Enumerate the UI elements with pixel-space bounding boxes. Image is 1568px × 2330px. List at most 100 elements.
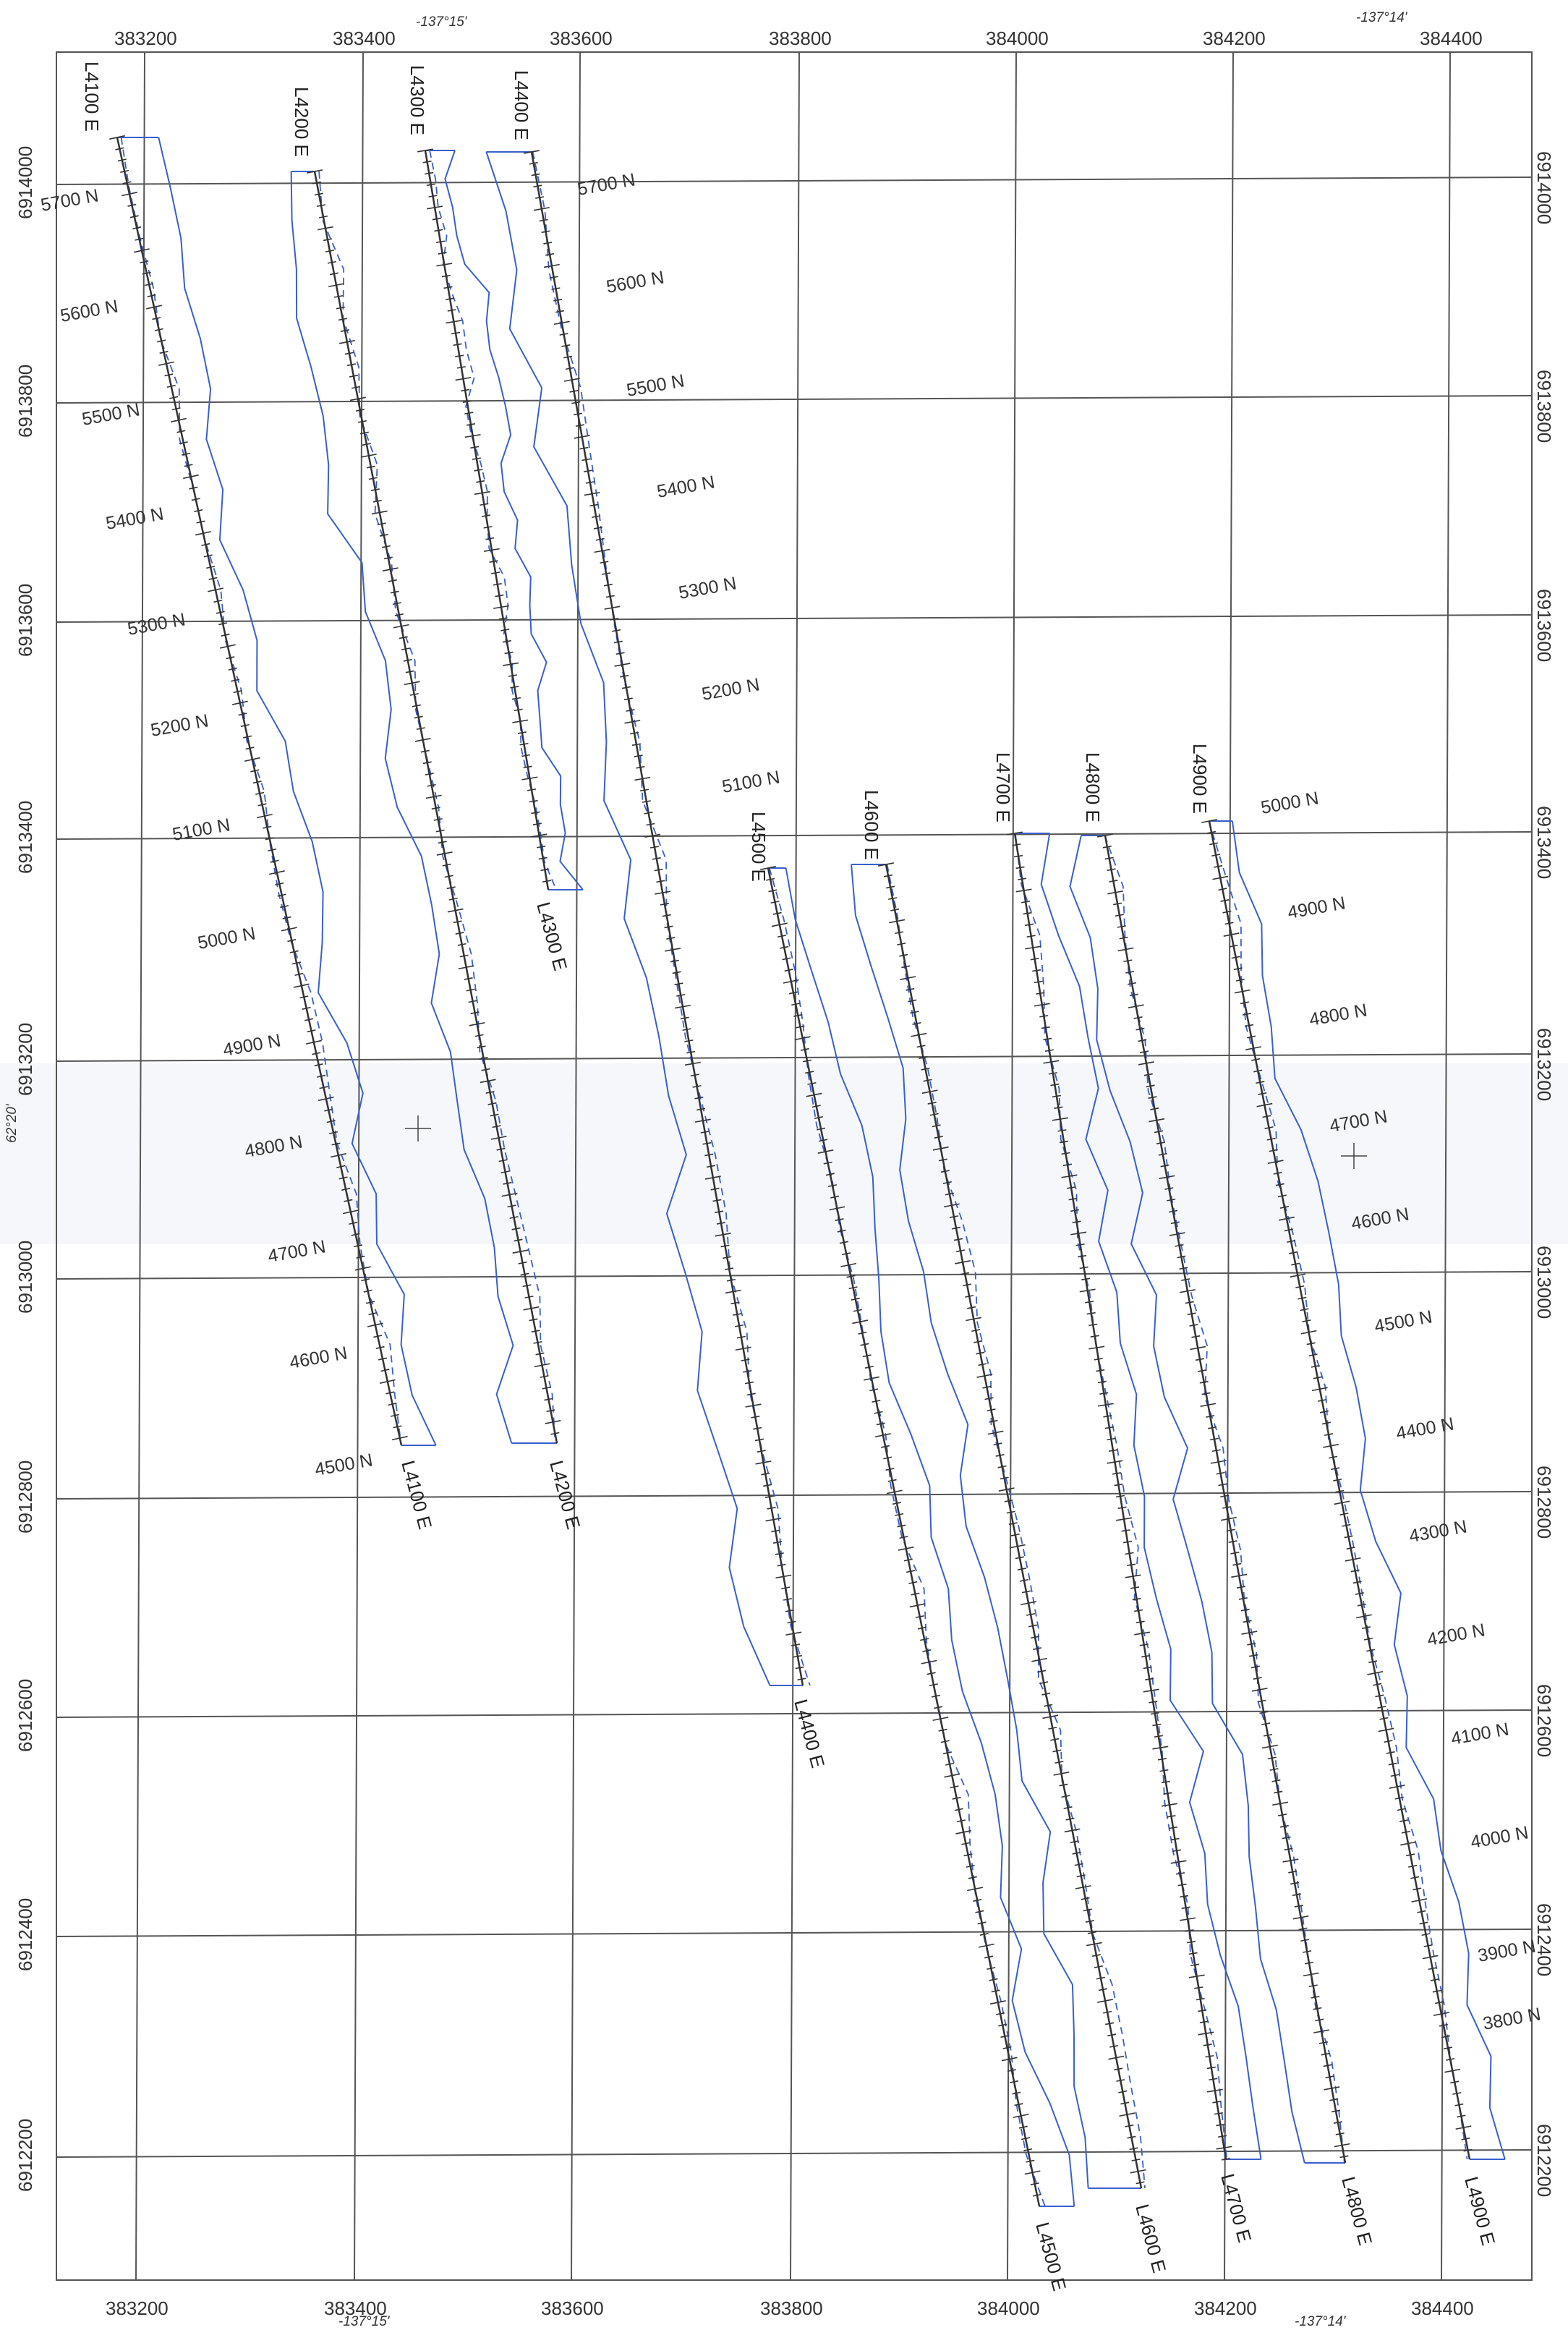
station-tick xyxy=(1123,959,1133,963)
station-tick xyxy=(1290,1273,1306,1278)
station-tick xyxy=(543,263,560,268)
station-tick xyxy=(1304,1961,1314,1965)
station-tick xyxy=(1216,2123,1225,2127)
station-tick xyxy=(1419,1921,1428,1925)
station-tick xyxy=(1384,1740,1393,1743)
station-tick xyxy=(912,1022,921,1025)
station-tick xyxy=(1107,1460,1123,1464)
station-tick xyxy=(366,465,375,469)
station-tick xyxy=(1379,1717,1389,1720)
station-tick xyxy=(182,452,191,456)
station-tick xyxy=(438,252,447,255)
station-tick xyxy=(1180,1895,1189,1898)
station-tick xyxy=(755,1460,772,1465)
station-tick xyxy=(1117,925,1126,928)
station-tick xyxy=(1125,2124,1134,2127)
station-tick xyxy=(1231,1573,1248,1578)
station-tick xyxy=(1329,1455,1338,1459)
northing-label-right: 6913200 xyxy=(1533,1028,1555,1101)
station-tick xyxy=(955,1829,972,1834)
station-tick xyxy=(733,1313,742,1316)
station-tick xyxy=(781,1586,791,1590)
station-tick xyxy=(1221,2158,1231,2161)
station-tick xyxy=(730,1301,740,1305)
anomaly-contour-dashed xyxy=(1104,835,1345,2164)
station-tick xyxy=(434,229,443,232)
station-tick xyxy=(1261,1744,1278,1749)
station-tick xyxy=(218,622,228,626)
station-tick xyxy=(208,577,218,580)
station-tick xyxy=(595,537,605,541)
station-tick xyxy=(793,1654,802,1658)
station-tick xyxy=(1361,1626,1371,1630)
station-tick xyxy=(922,1649,932,1652)
station-tick xyxy=(537,845,546,849)
survey-line-label-top: L4700 E xyxy=(992,752,1014,822)
station-tick xyxy=(268,870,285,875)
station-tick xyxy=(145,283,154,286)
station-tick xyxy=(539,218,548,222)
station-tick xyxy=(1041,1692,1051,1696)
station-tick xyxy=(940,1170,950,1173)
northing-label-left: 6912800 xyxy=(14,1460,36,1534)
station-tick xyxy=(1303,1972,1319,1977)
station-tick xyxy=(932,1124,941,1128)
station-tick xyxy=(522,1284,532,1288)
station-tick xyxy=(1411,1898,1428,1902)
station-tick xyxy=(428,195,438,197)
station-tick xyxy=(1044,1049,1054,1052)
station-tick xyxy=(382,567,399,571)
station-tick xyxy=(1189,1324,1198,1327)
station-tick xyxy=(1386,1751,1395,1754)
station-tick xyxy=(1421,1933,1431,1936)
station-tick xyxy=(399,636,408,639)
survey-line-label-top: L4500 E xyxy=(748,812,770,882)
station-tick xyxy=(806,1092,822,1097)
station-tick xyxy=(791,1003,801,1006)
station-tick xyxy=(511,1227,521,1230)
station-tick xyxy=(338,1176,348,1180)
station-tick xyxy=(289,950,299,953)
station-tick xyxy=(906,987,915,991)
station-tick xyxy=(743,1369,752,1373)
station-tick xyxy=(634,754,643,757)
station-tick xyxy=(605,595,615,598)
station-tick xyxy=(1034,1003,1050,1007)
station-tick xyxy=(336,1165,346,1168)
station-tick xyxy=(1139,1644,1149,1646)
easting-label-top: 383600 xyxy=(550,27,613,49)
station-tick xyxy=(613,640,623,644)
station-tick xyxy=(600,561,609,564)
station-tick xyxy=(1018,877,1027,880)
station-tick xyxy=(417,148,433,153)
station-tick xyxy=(1191,1335,1201,1338)
station-tick xyxy=(624,720,641,724)
station-tick xyxy=(318,1096,334,1102)
station-tick xyxy=(325,250,335,252)
longitude-label-bottom: -137°15' xyxy=(338,2314,391,2329)
station-tick xyxy=(1075,1885,1091,1889)
northing-label-right: 6913000 xyxy=(1533,1246,1555,1319)
station-tick xyxy=(1131,2159,1141,2161)
station-tick xyxy=(171,407,181,411)
station-tick xyxy=(766,877,775,881)
northing-gridline xyxy=(56,614,1533,623)
station-tick xyxy=(414,738,431,742)
station-tick xyxy=(378,1357,388,1361)
survey-line xyxy=(1104,835,1347,2164)
station-tick xyxy=(256,813,273,819)
station-tick xyxy=(1168,1826,1178,1829)
station-tick xyxy=(470,446,480,449)
station-tick xyxy=(292,961,302,965)
station-tick xyxy=(318,226,333,231)
station-tick xyxy=(194,509,203,513)
station-tick xyxy=(140,260,149,264)
station-tick xyxy=(690,1073,699,1077)
station-tick xyxy=(1250,1665,1260,1669)
station-tick xyxy=(1088,1345,1105,1350)
station-tick xyxy=(446,320,462,324)
station-tick xyxy=(228,667,237,671)
station-tick xyxy=(1179,1289,1196,1293)
station-tick xyxy=(702,1141,712,1145)
station-tick xyxy=(989,2000,1006,2005)
